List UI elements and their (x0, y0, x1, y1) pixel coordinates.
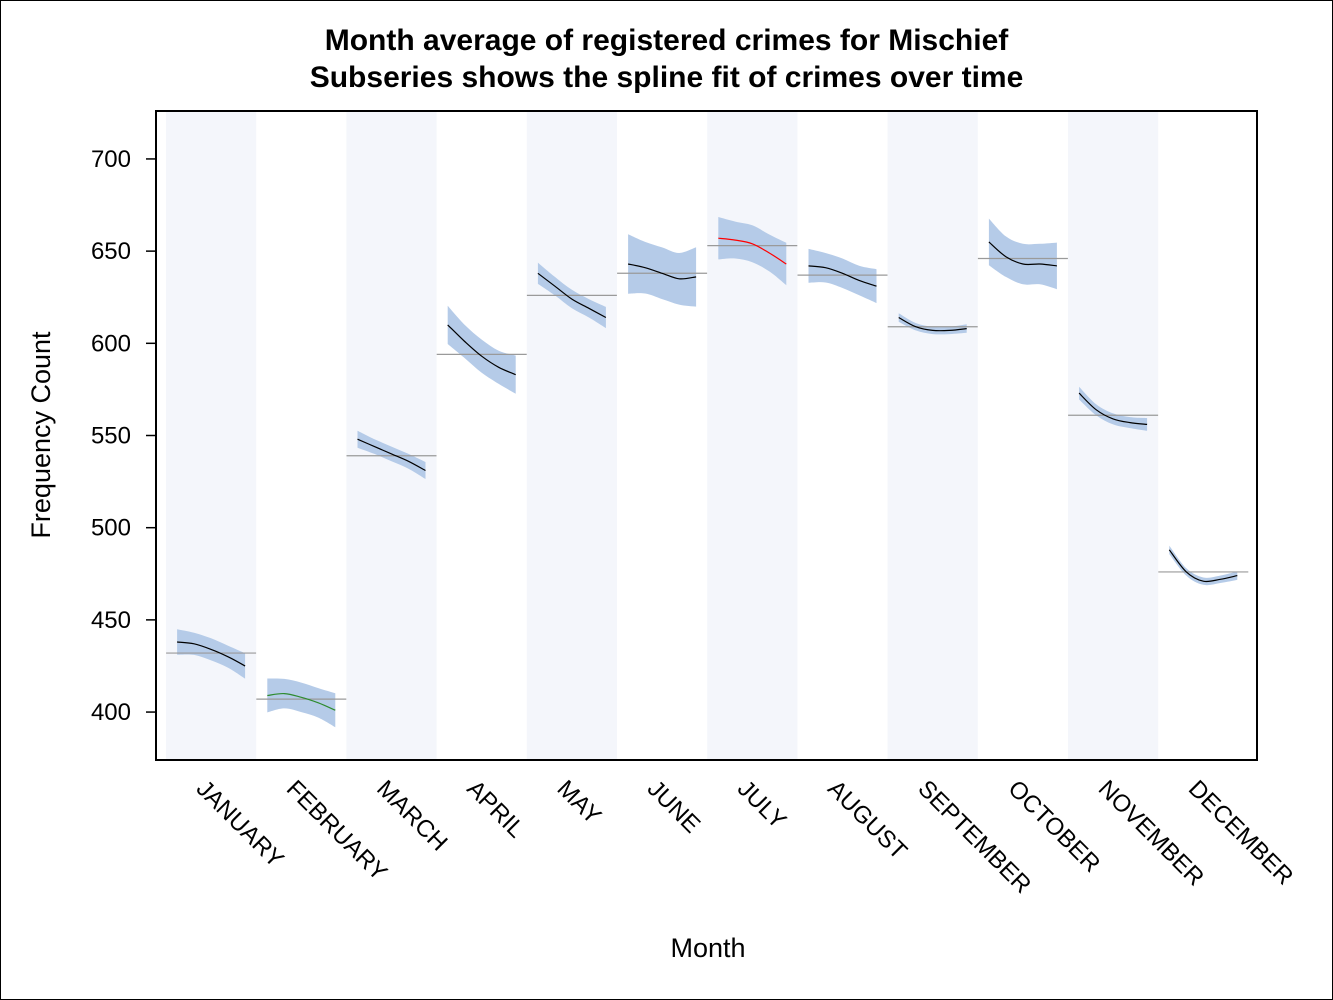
x-tick-label-july: JULY (732, 775, 791, 834)
x-axis-title: Month (670, 933, 745, 963)
spline-line-october (988, 241, 1057, 267)
spline-line-february (267, 692, 336, 711)
y-tick-label-500: 500 (91, 515, 131, 542)
stripe-september (887, 112, 978, 759)
stripe-november (1068, 112, 1159, 759)
x-tick-label-june: JUNE (642, 775, 705, 838)
band-march (357, 430, 426, 479)
spline-line-september (898, 316, 967, 332)
y-axis-title: Frequency Count (26, 331, 56, 539)
chart-title: Month average of registered crimes for M… (324, 24, 1009, 57)
spline-line-april (447, 324, 516, 376)
y-tick-label-550: 550 (91, 423, 131, 450)
spline-line-june (627, 263, 697, 280)
y-tick-label-600: 600 (91, 330, 131, 357)
month-average-lines (166, 244, 1249, 700)
band-september (898, 313, 967, 335)
spline-line-march (357, 438, 426, 472)
chart-subtitle: Subseries shows the spline fit of crimes… (309, 61, 1024, 94)
band-february (267, 678, 336, 728)
spline-lines (177, 237, 1238, 711)
month-stripes (166, 112, 1159, 759)
band-december (1169, 545, 1238, 586)
x-tick-label-may: MAY (552, 775, 607, 830)
x-tick-label-april: APRIL (461, 775, 529, 843)
y-tick-label-400: 400 (91, 699, 131, 726)
y-tick-label-650: 650 (91, 238, 131, 265)
confidence-bands (177, 217, 1238, 728)
spline-line-november (1078, 392, 1148, 425)
stripe-may (526, 112, 617, 759)
band-january (177, 629, 246, 679)
spline-line-december (1168, 549, 1238, 583)
x-tick-label-august: AUGUST (822, 775, 912, 865)
band-august (808, 248, 877, 304)
band-april (447, 305, 516, 394)
band-november (1079, 386, 1148, 431)
y-axis: 400 450 500 550 600 650 700 (91, 146, 156, 726)
band-june (628, 234, 697, 307)
band-october (988, 218, 1057, 290)
spline-line-may (537, 272, 607, 319)
spline-line-january (177, 641, 246, 667)
band-july (718, 217, 787, 286)
stripe-july (707, 112, 798, 759)
y-tick-label-450: 450 (91, 607, 131, 634)
spline-line-july (718, 237, 787, 265)
x-tick-label-march: MARCH (371, 775, 452, 856)
spline-line-august (808, 265, 877, 287)
x-tick-label-january: JANUARY (191, 775, 289, 873)
y-tick-label-700: 700 (91, 146, 131, 173)
